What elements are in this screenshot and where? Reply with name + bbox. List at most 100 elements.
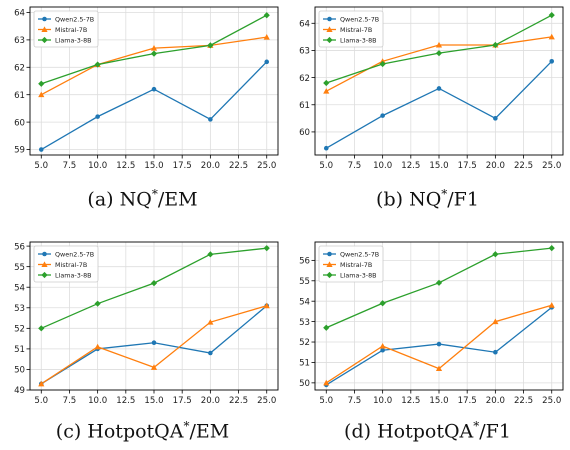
caption-b-dataset: NQ [409,188,442,211]
ytick-label-c-6: 55 [14,263,25,273]
data-point-a-0-3 [208,117,213,122]
data-point-c-1-0 [38,380,45,387]
legend-label-c-1: Mistral-7B [55,261,87,269]
xtick-label-a-3: 12.5 [116,161,135,171]
xtick-label-b-1: 7.5 [348,161,362,171]
xtick-label-d-0: 5.0 [319,396,333,406]
data-point-d-0-2 [436,341,442,347]
data-point-c-2-3 [207,251,214,258]
data-point-d-1-0 [323,379,330,386]
data-point-a-0-0 [38,147,44,152]
data-point-a-0-1 [95,114,100,119]
xtick-label-b-2: 10.0 [373,161,392,171]
data-point-b-0-1 [380,113,385,118]
data-point-a-1-4 [263,34,270,40]
xtick-label-a-1: 7.5 [63,161,77,171]
legend-label-c-2: Llama-3-8B [55,272,92,280]
caption-a-metric: /EM [157,188,198,211]
legend-label-b-0: Qwen2.5-7B [340,16,379,24]
xtick-label-c-0: 5.0 [34,396,48,406]
xtick-label-c-8: 25.0 [257,396,276,406]
ytick-label-b-0: 60 [299,128,310,138]
legend-box-a [33,10,99,48]
ytick-label-c-5: 54 [14,283,25,293]
caption-d-dataset: HotpotQA [377,420,474,443]
data-point-c-0-2 [151,340,157,346]
legend-box-c [33,245,99,283]
caption-c-sup: * [183,419,190,433]
xtick-label-c-3: 12.5 [116,396,135,406]
legend-label-d-2: Llama-3-8B [340,272,377,280]
caption-d-letter: (d) [344,420,372,443]
caption-a-letter: (a) [87,188,114,211]
xtick-label-d-1: 7.5 [348,396,362,406]
ytick-label-d-5: 55 [299,277,310,287]
legend-label-a-1: Mistral-7B [55,26,87,34]
xtick-label-d-7: 22.5 [514,396,533,406]
ytick-label-c-4: 53 [14,304,25,314]
legend-marker-a-0 [42,16,47,22]
caption-b-metric: /F1 [447,188,479,211]
xtick-label-a-5: 17.5 [173,161,192,171]
xtick-label-d-2: 10.0 [373,396,392,406]
xtick-label-a-2: 10.0 [88,161,107,171]
data-point-b-1-4 [548,33,555,40]
legend-marker-a-1 [41,26,48,32]
data-point-c-0-3 [208,350,213,356]
xtick-label-b-7: 22.5 [514,161,533,171]
data-point-c-1-4 [263,302,270,309]
caption-c-dataset: HotpotQA [87,420,184,443]
caption-d-metric: /F1 [479,420,511,443]
data-point-b-2-3 [492,41,499,49]
legend-marker-b-0 [327,16,332,22]
ytick-label-a-4: 63 [14,36,25,46]
xtick-label-d-8: 25.0 [542,396,561,406]
data-point-a-2-1 [94,61,101,68]
data-point-c-2-0 [38,325,45,332]
ytick-label-a-3: 62 [14,63,25,73]
xtick-label-a-7: 22.5 [229,161,248,171]
xtick-label-c-6: 20.0 [201,396,220,406]
ytick-label-a-5: 64 [14,9,25,19]
ytick-label-d-3: 53 [299,318,310,328]
xtick-label-c-7: 22.5 [229,396,248,406]
caption-d: (d) HotpotQA*/F1 [285,419,570,442]
legend-box-b [318,10,384,48]
data-point-d-1-4 [548,302,555,308]
data-point-a-2-4 [263,12,270,19]
data-point-c-2-2 [150,280,158,287]
legend-label-d-1: Mistral-7B [340,261,372,269]
ytick-label-c-0: 49 [14,386,25,396]
legend-label-c-0: Qwen2.5-7B [55,251,94,259]
chart-svg-c: 5.0 7.5 10.0 12.5 15.0 17.5 20.0 22.5 25.0 49 50 51… [14,241,279,406]
legend-label-a-0: Qwen2.5-7B [55,16,94,24]
data-point-d-1-3 [492,318,499,325]
chart-panel-c: 5.0 7.5 10.0 12.5 15.0 17.5 20.0 22.5 25.0 49 50 51… [0,235,285,415]
ytick-label-d-6: 56 [299,257,310,267]
ytick-label-a-1: 60 [14,118,25,128]
chart-panel-d: 5.0 7.5 10.0 12.5 15.0 17.5 20.0 22.5 25.0 50 51 52… [285,235,570,415]
xtick-label-b-8: 25.0 [542,161,561,171]
xtick-label-b-6: 20.0 [486,161,505,171]
data-point-a-1-0 [38,91,45,98]
chart-svg-d: 5.0 7.5 10.0 12.5 15.0 17.5 20.0 22.5 25.0 50 51 52… [299,241,564,406]
legend-marker-d-0 [327,251,332,257]
legend-label-d-0: Qwen2.5-7B [340,251,379,259]
ytick-label-d-0: 50 [299,379,310,389]
xtick-label-d-6: 20.0 [486,396,505,406]
data-point-c-2-1 [94,300,101,307]
xtick-label-d-3: 12.5 [401,396,420,406]
data-point-d-2-0 [323,324,330,331]
data-point-d-1-1 [379,343,386,349]
legend-marker-b-2 [326,36,333,44]
ytick-label-c-1: 50 [14,366,25,376]
data-point-d-1-2 [435,365,443,372]
legend-box-d [318,245,384,283]
legend-label-b-2: Llama-3-8B [340,37,377,45]
legend-marker-a-2 [41,36,48,44]
data-point-b-0-0 [323,145,329,151]
xtick-label-b-3: 12.5 [401,161,420,171]
ytick-label-d-4: 54 [299,297,310,307]
data-point-d-2-4 [548,245,555,252]
xtick-label-a-4: 15.0 [144,161,163,171]
